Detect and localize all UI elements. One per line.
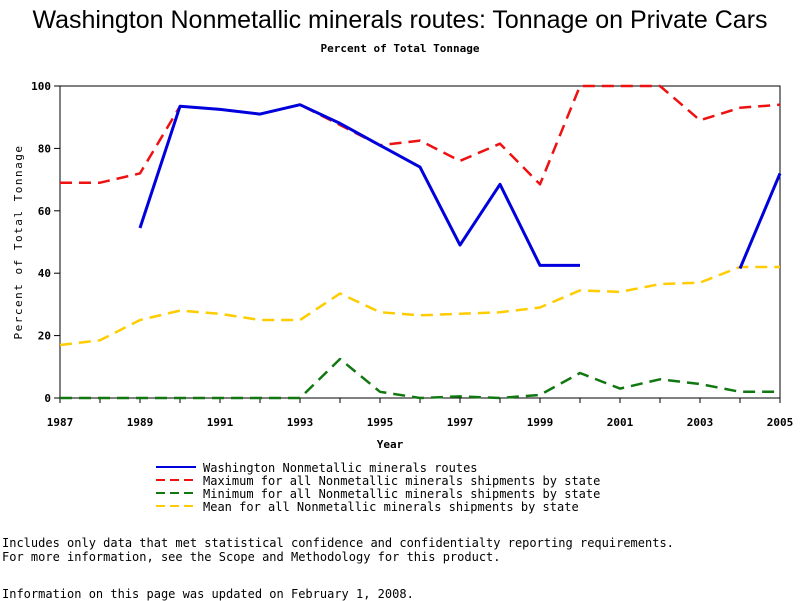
y-tick-label: 40 <box>38 267 51 280</box>
x-tick-label: 1993 <box>287 416 314 429</box>
legend-entry-minimum: Minimum for all Nonmetallic minerals shi… <box>203 487 600 501</box>
legend-entry-maximum: Maximum for all Nonmetallic minerals shi… <box>203 474 600 488</box>
x-tick-label: 2003 <box>687 416 714 429</box>
x-tick-label: 1999 <box>527 416 554 429</box>
washington-series-line <box>738 172 782 270</box>
y-tick-label: 0 <box>44 392 51 405</box>
y-tick-label: 100 <box>31 80 51 93</box>
x-tick-label: 1989 <box>127 416 154 429</box>
footnote-confidence: Includes only data that met statistical … <box>2 536 674 550</box>
y-tick-label: 80 <box>38 142 51 155</box>
plot-frame <box>59 85 781 399</box>
chart-subtitle: Percent of Total Tonnage <box>320 42 480 55</box>
mean-series-line <box>59 265 780 347</box>
washington-series-line <box>138 103 580 267</box>
footnote-updated: Information on this page was updated on … <box>2 587 414 601</box>
y-tick-label: 60 <box>38 205 51 218</box>
y-tick-label: 20 <box>38 330 51 343</box>
chart-title: Washington Nonmetallic minerals routes: … <box>32 6 768 34</box>
x-tick-label: 1997 <box>447 416 474 429</box>
minimum-series-line <box>60 357 780 400</box>
x-tick-label: 1987 <box>47 416 74 429</box>
x-axis-label: Year <box>377 438 404 451</box>
x-tick-label: 2001 <box>607 416 634 429</box>
legend-entry-mean: Mean for all Nonmetallic minerals shipme… <box>203 500 579 514</box>
footnote-methodology: For more information, see the Scope and … <box>2 550 501 564</box>
x-tick-label: 2005 <box>767 416 794 429</box>
x-tick-label: 1995 <box>367 416 394 429</box>
x-tick-label: 1991 <box>207 416 234 429</box>
y-axis-label: Percent of Total Tonnage <box>12 145 25 340</box>
legend-entry-washington: Washington Nonmetallic minerals routes <box>203 461 478 475</box>
